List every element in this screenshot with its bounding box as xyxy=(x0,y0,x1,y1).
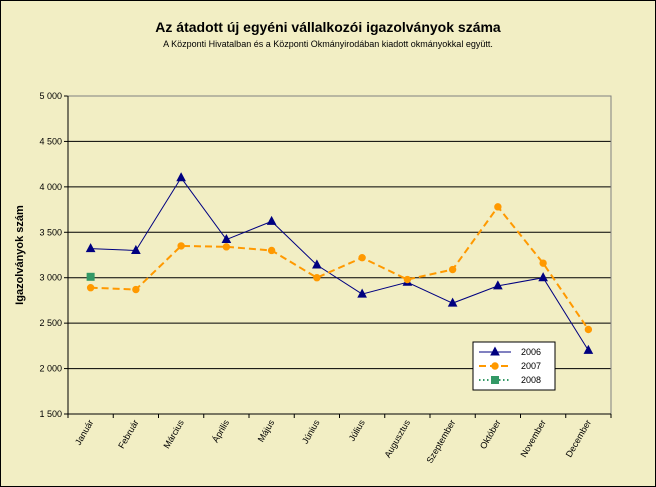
y-tick-label: 4 000 xyxy=(39,182,62,192)
legend-marker-2007 xyxy=(491,362,499,370)
chart-title: Az átadott új egyéni vállalkozói igazolv… xyxy=(155,19,501,35)
data-point-2007 xyxy=(448,265,457,274)
y-tick-label: 2 000 xyxy=(39,364,62,374)
data-point-2006 xyxy=(221,233,232,244)
x-tick-label: Február xyxy=(116,418,140,450)
legend-label-2006: 2006 xyxy=(521,347,541,357)
data-point-2006 xyxy=(176,172,186,182)
data-point-2007 xyxy=(539,259,547,267)
chart-subtitle: A Központi Hivatalban és a Központi Okmá… xyxy=(163,39,493,49)
data-point-2006 xyxy=(447,297,458,307)
data-point-2008 xyxy=(86,272,95,281)
data-point-2006 xyxy=(357,288,367,298)
x-tick-label: December xyxy=(564,418,593,459)
legend-marker-2008 xyxy=(491,376,499,384)
data-point-2007 xyxy=(358,254,366,262)
data-point-2007 xyxy=(132,285,140,294)
data-point-2006 xyxy=(131,244,141,254)
data-point-2007 xyxy=(222,243,231,251)
legend-marker-2006 xyxy=(490,346,500,356)
data-point-2006 xyxy=(266,215,277,225)
data-point-2006 xyxy=(583,344,594,354)
data-point-2007 xyxy=(177,242,185,250)
data-point-2006 xyxy=(85,243,96,253)
data-point-2007 xyxy=(86,284,95,292)
data-point-2007 xyxy=(313,274,321,282)
data-point-2007 xyxy=(403,275,412,284)
data-point-2006 xyxy=(312,259,322,269)
data-point-2007 xyxy=(267,246,276,255)
data-point-2006 xyxy=(538,272,548,282)
x-tick-label: Július xyxy=(347,418,367,443)
x-tick-label: Április xyxy=(210,418,231,445)
series-line-2007 xyxy=(90,205,590,331)
series-line-2006 xyxy=(90,176,589,351)
x-tick-label: November xyxy=(518,418,547,459)
data-point-2006 xyxy=(493,280,503,290)
x-tick-label: Augusztus xyxy=(382,418,412,460)
data-point-2007 xyxy=(584,325,593,334)
y-tick-label: 2 500 xyxy=(39,318,62,328)
y-tick-label: 5 000 xyxy=(39,91,62,101)
x-tick-label: Június xyxy=(300,418,322,446)
x-tick-label: Május xyxy=(256,418,277,444)
y-tick-label: 1 500 xyxy=(39,409,62,419)
y-axis-title: Igazolványok szám xyxy=(14,205,26,305)
legend-box xyxy=(472,341,556,391)
legend-label-2008: 2008 xyxy=(521,375,541,385)
x-tick-label: Szeptember xyxy=(424,418,457,465)
y-tick-label: 3 500 xyxy=(39,227,62,237)
x-tick-label: Október xyxy=(478,418,503,451)
x-tick-label: Március xyxy=(161,418,186,451)
x-tick-label: Január xyxy=(73,418,95,447)
legend-label-2007: 2007 xyxy=(521,361,541,371)
y-tick-label: 3 000 xyxy=(39,273,62,283)
data-point-2007 xyxy=(494,203,502,211)
y-tick-label: 4 500 xyxy=(39,136,62,146)
